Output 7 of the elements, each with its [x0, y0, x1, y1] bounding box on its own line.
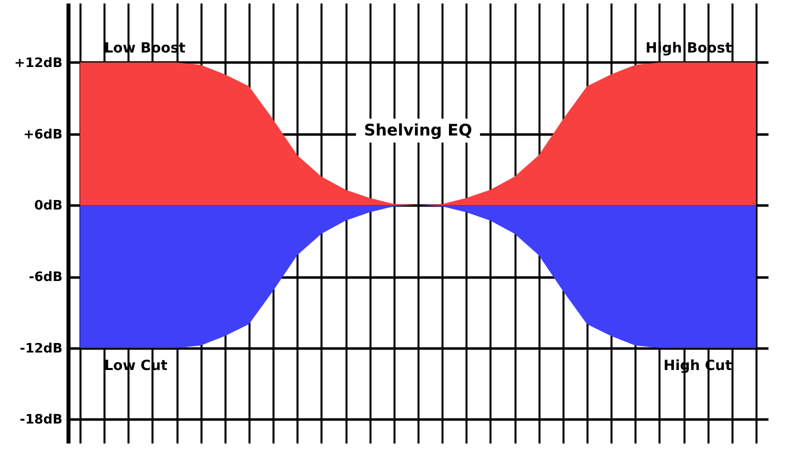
y-tick-label: 0dB — [34, 198, 62, 214]
annotation: Shelving EQ — [364, 120, 472, 140]
y-tick-label: -6dB — [28, 270, 62, 286]
y-tick-label: +6dB — [23, 127, 62, 142]
y-tick-label: -12dB — [20, 341, 62, 356]
y-tick-label: +12dB — [14, 56, 62, 71]
y-tick-label: -18dB — [20, 412, 62, 428]
